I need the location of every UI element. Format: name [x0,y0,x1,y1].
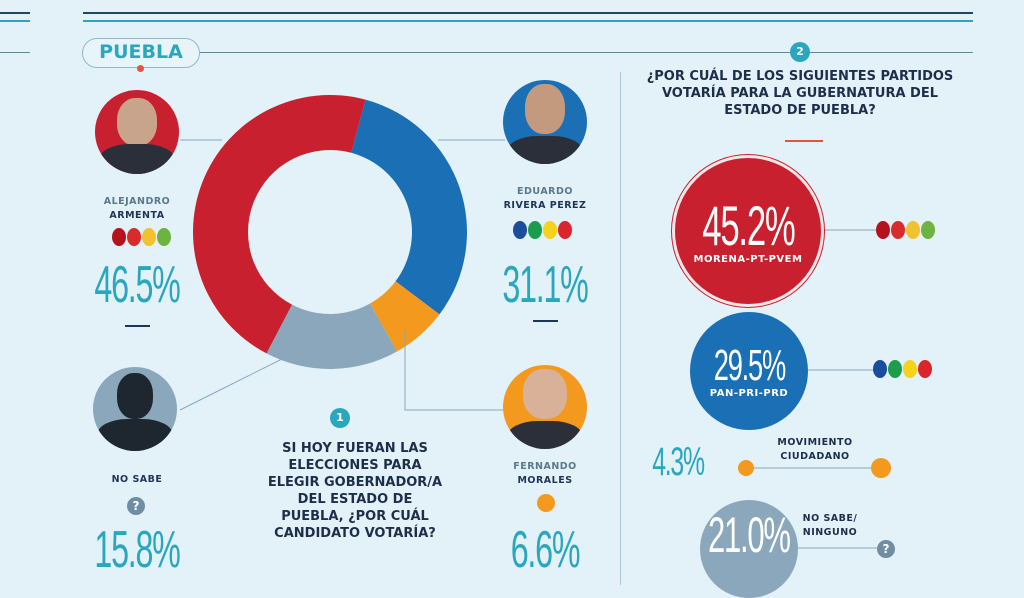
question-2: ¿POR CUÁL DE LOS SIGUIENTES PARTIDOS VOT… [646,69,954,118]
party-pct: 21.0% [708,507,791,563]
dot [137,65,144,72]
party-connectors [745,229,888,549]
donut-slice-alejandro-armenta [193,95,366,354]
candidate-name-armenta: ALEJANDRO ARMENTA [103,196,171,221]
party-label-mc: MOVIMIENTO CIUDADANO [777,437,853,462]
rule [83,12,973,14]
party-label: PAN-PRI-PRD [709,387,789,399]
donut-slice-no-sabe [266,303,398,369]
connectors [179,139,505,411]
party-circle-pan-pri-prd: 29.5% PAN-PRI-PRD [690,312,808,430]
pan-pri-prd-logo [873,360,932,378]
candidate-name-morales: FERNANDO MORALES [513,461,577,486]
question-mark-icon: ? [877,540,895,558]
donut-slice-eduardo-rivera-perez [351,99,468,315]
no-sabe-label: NO SABE [111,474,163,485]
morena-pt-pvem-logo [876,221,935,239]
question-number-2: 2 [790,42,810,62]
party-pct: 45.2% [701,193,795,257]
state-label: PUEBLA [82,38,200,68]
party-dot-mc [738,460,754,476]
candidate-name-rivera: EDUARDO RIVERA PEREZ [503,186,587,211]
party-circle-no-sabe: 21.0% [700,500,798,598]
candidate-pct-armenta: 46.5% [94,256,180,314]
question-mark-icon: ? [127,497,145,515]
morena-pt-pvem-logo [112,228,171,246]
underline [125,325,150,327]
movimiento-ciudadano-logo [871,458,891,478]
no-sabe-pct: 15.8% [94,521,180,579]
unknown-person-icon [93,367,177,451]
divider [620,72,621,585]
party-label: MORENA-PT-PVEM [693,253,803,265]
movimiento-ciudadano-logo [537,494,555,512]
party-circle-morena: 45.2% MORENA-PT-PVEM [672,155,824,307]
question-1: SI HOY FUERAN LAS ELECCIONES PARA ELEGIR… [267,441,443,541]
candidate-photo-armenta [95,90,179,174]
pan-pri-prd-logo [513,221,572,239]
rule [0,52,30,53]
underline [533,320,558,322]
donut-slice-fernando-morales [370,281,440,352]
party-pct: 29.5% [713,340,785,390]
rule [0,20,30,22]
candidate-photo-rivera [503,80,587,164]
rule [200,52,973,53]
rule [83,20,973,22]
candidate-pct-morales: 6.6% [510,521,581,579]
party-label-no-sabe: NO SABE/NINGUNO [802,513,858,538]
party-pct-mc: 4.3% [652,440,705,484]
underline [785,140,823,142]
rule [0,12,30,14]
donut-chart [193,95,468,369]
candidate-pct-rivera: 31.1% [502,256,588,314]
candidate-photo-morales [503,365,587,449]
question-number-1: 1 [330,408,350,428]
